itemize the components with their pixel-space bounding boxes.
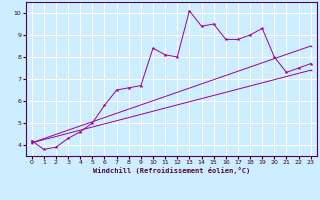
X-axis label: Windchill (Refroidissement éolien,°C): Windchill (Refroidissement éolien,°C)	[92, 167, 250, 174]
